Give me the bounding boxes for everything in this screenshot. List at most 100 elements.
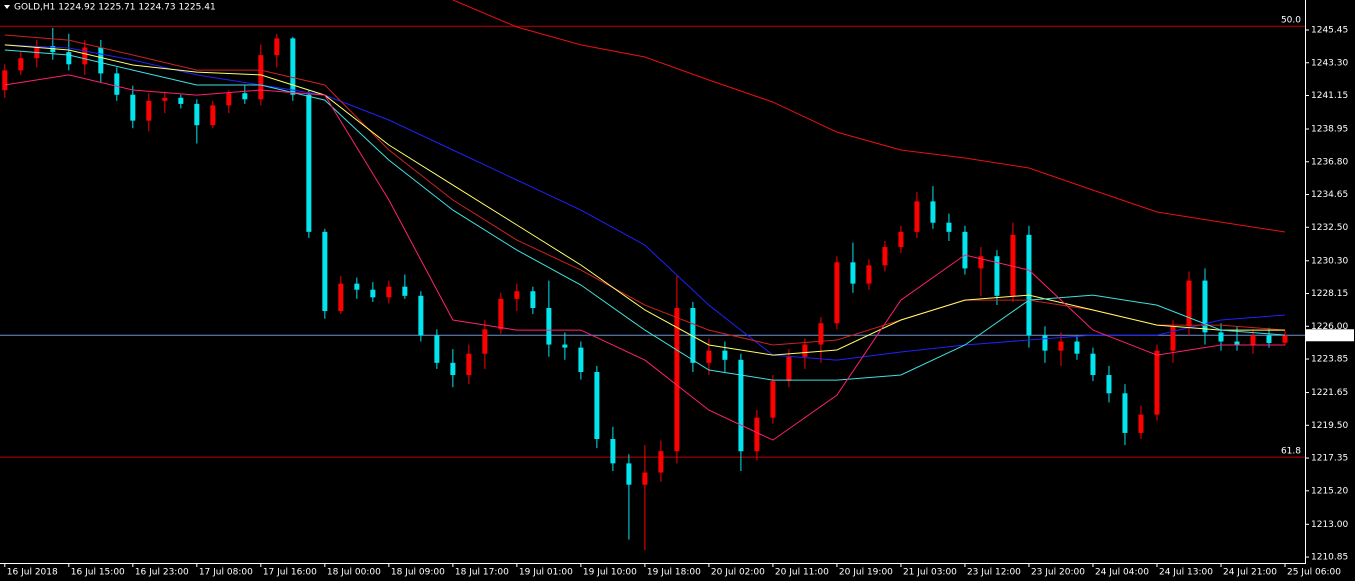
candle-body: [322, 231, 328, 312]
candle-body: [1074, 341, 1080, 354]
current-price-label: 1225.41: [1311, 331, 1348, 341]
moving-average-line: [4, 44, 1286, 361]
candle-body: [82, 47, 88, 65]
y-tick-label: 1221.65: [1311, 388, 1348, 398]
candle-body: [722, 350, 728, 360]
y-tick-label: 1215.20: [1311, 486, 1348, 496]
moving-average-line: [4, 44, 1285, 356]
candle-body: [802, 344, 808, 357]
candle-body: [962, 231, 968, 269]
candle-body: [258, 55, 264, 100]
candle-body: [1042, 335, 1048, 351]
x-tick-label: 21 Jul 03:00: [903, 568, 957, 578]
x-tick-label: 25 Jul 06:00: [1287, 568, 1341, 578]
x-tick-label: 18 Jul 00:00: [327, 568, 381, 578]
candle-body: [1234, 341, 1240, 345]
y-tick-label: 1210.85: [1311, 553, 1348, 563]
x-tick-label: 16 Jul 15:00: [71, 568, 125, 578]
candle-body: [18, 58, 24, 71]
candle-body: [226, 93, 232, 106]
candle-body: [1282, 335, 1288, 343]
x-tick-label: 18 Jul 17:00: [455, 568, 509, 578]
candle-body: [1170, 326, 1176, 351]
candle-body: [114, 73, 120, 95]
candle-body: [162, 97, 168, 101]
candle-body: [418, 295, 424, 336]
x-tick-label: 24 Jul 21:00: [1223, 568, 1277, 578]
candle-body: [786, 356, 792, 382]
candle-body: [66, 52, 72, 65]
x-tick-label: 20 Jul 19:00: [839, 568, 893, 578]
candle-body: [866, 265, 872, 284]
y-tick-label: 1232.50: [1311, 223, 1348, 233]
candle-body: [642, 472, 648, 485]
candle-body: [514, 291, 520, 299]
candle-body: [290, 38, 296, 95]
x-tick-label: 24 Jul 13:00: [1159, 568, 1213, 578]
candle-body: [274, 38, 280, 56]
candle-body: [578, 347, 584, 372]
candle-body: [674, 308, 680, 452]
current-price-box: [1306, 329, 1354, 342]
candle-body: [754, 417, 760, 452]
symbol-menu-arrow[interactable]: [4, 5, 10, 9]
candle-body: [850, 262, 856, 284]
candle-body: [882, 247, 888, 266]
y-tick-label: 1238.95: [1311, 125, 1348, 135]
candle-body: [978, 256, 984, 269]
level-label: 61.8: [1281, 447, 1301, 457]
candle-body: [946, 222, 952, 232]
candle-body: [306, 94, 312, 232]
chart-title: GOLD,H1 1224.92 1225.71 1224.73 1225.41: [14, 3, 216, 13]
candle-body: [194, 103, 200, 126]
y-tick-label: 1226.00: [1311, 322, 1348, 332]
x-tick-label: 17 Jul 16:00: [263, 568, 317, 578]
y-tick-label: 1228.15: [1311, 289, 1348, 299]
moving-average-line: [452, 0, 1286, 233]
y-tick-label: 1213.00: [1311, 520, 1348, 530]
candle-body: [1138, 414, 1144, 433]
y-tick-label: 1234.65: [1311, 190, 1348, 200]
candle-body: [1058, 341, 1064, 351]
y-tick-label: 1245.45: [1311, 26, 1348, 36]
y-tick-label: 1219.50: [1311, 421, 1348, 431]
x-tick-label: 17 Jul 08:00: [199, 568, 253, 578]
x-tick-label: 23 Jul 12:00: [967, 568, 1021, 578]
candle-body: [834, 262, 840, 324]
candle-body: [466, 353, 472, 376]
candle-body: [98, 47, 104, 74]
plot-area: 50.0 61.8: [0, 0, 1305, 551]
y-tick-label: 1243.30: [1311, 58, 1348, 68]
moving-average-line: [4, 34, 1286, 346]
candle-body: [1186, 280, 1192, 327]
y-tick-label: 1236.80: [1311, 157, 1348, 167]
candle-body: [1010, 234, 1016, 296]
candle-body: [546, 308, 552, 345]
candle-body: [178, 97, 184, 104]
candle-body: [706, 350, 712, 363]
candle-body: [370, 289, 376, 298]
candle-body: [498, 298, 504, 330]
candle-body: [1026, 234, 1032, 336]
candle-body: [1154, 350, 1160, 415]
x-tick-label: 20 Jul 11:00: [775, 568, 829, 578]
candle-body: [1122, 393, 1128, 433]
x-tick-label: 20 Jul 02:00: [711, 568, 765, 578]
candle-body: [242, 93, 248, 100]
candle-body: [898, 231, 904, 248]
candle-body: [146, 100, 152, 121]
candle-body: [1250, 335, 1256, 345]
y-tick-label: 1217.35: [1311, 454, 1348, 464]
candle-body: [690, 308, 696, 363]
candle-body: [1106, 375, 1112, 394]
candle-body: [626, 463, 632, 485]
candle-body: [818, 323, 824, 345]
candle-body: [1218, 332, 1224, 342]
candle-body: [434, 335, 440, 363]
candle-body: [210, 105, 216, 126]
candle-body: [994, 256, 1000, 296]
moving-average-line: [4, 74, 1285, 441]
candle-body: [450, 362, 456, 376]
x-tick-label: 19 Jul 18:00: [647, 568, 701, 578]
